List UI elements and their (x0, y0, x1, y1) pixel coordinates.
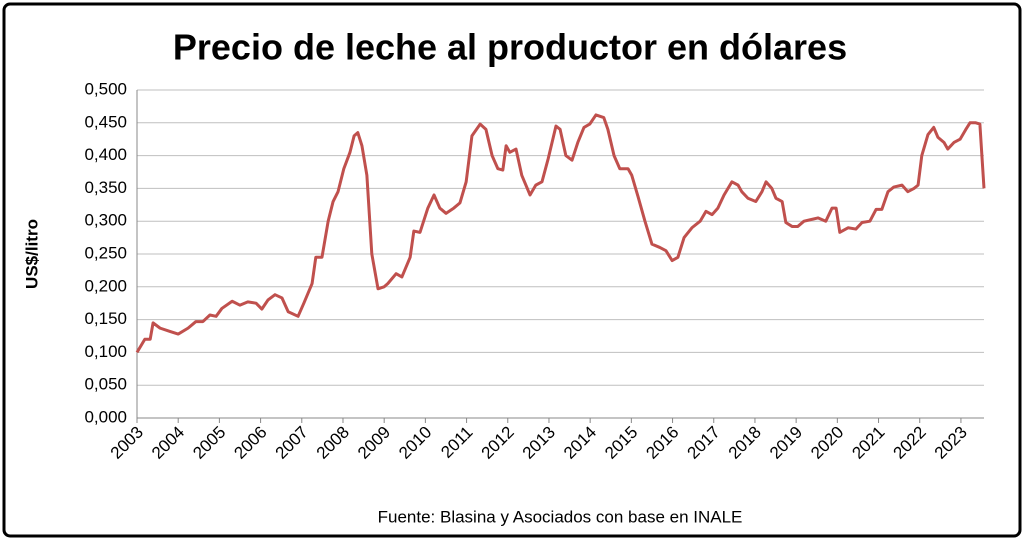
y-tick-label: 0,000 (84, 407, 127, 426)
y-tick-label: 0,250 (84, 243, 127, 262)
chart-title: Precio de leche al productor en dólares (173, 27, 847, 68)
y-tick-label: 0,300 (84, 211, 127, 230)
y-tick-label: 0,100 (84, 342, 127, 361)
y-tick-label: 0,050 (84, 375, 127, 394)
y-tick-label: 0,350 (84, 178, 127, 197)
data-line (135, 113, 986, 354)
y-axis-label: US$/litro (22, 219, 41, 289)
y-tick-label: 0,500 (84, 79, 127, 98)
y-tick-label: 0,200 (84, 276, 127, 295)
y-tick-label: 0,400 (84, 145, 127, 164)
y-tick-label: 0,450 (84, 112, 127, 131)
source-note: Fuente: Blasina y Asociados con base en … (378, 507, 743, 526)
y-tick-label: 0,150 (84, 309, 127, 328)
